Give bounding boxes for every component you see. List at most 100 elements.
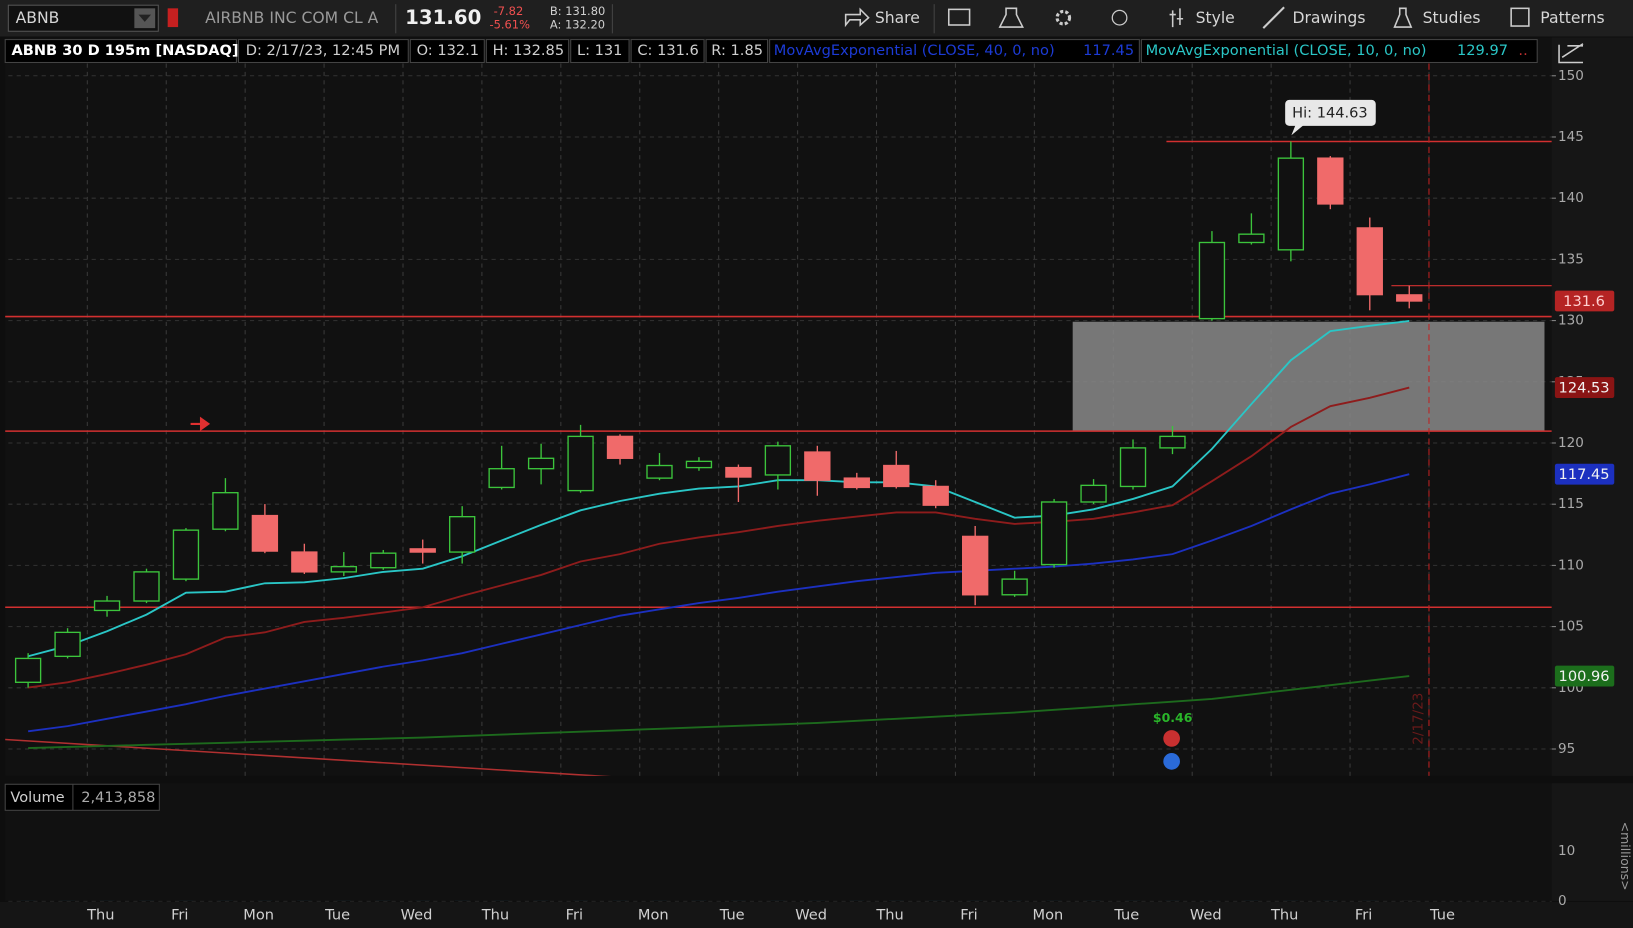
x-tick-label: Thu — [481, 907, 509, 924]
study-fast: MovAvgExponential (CLOSE, 10, 0, no) — [1146, 42, 1427, 59]
volume-header — [4, 783, 160, 811]
settings-button[interactable] — [1055, 9, 1072, 26]
candle-body — [527, 457, 555, 470]
candle-body — [685, 460, 713, 469]
button-label: Patterns — [1540, 9, 1604, 27]
x-tick-label: Fri — [566, 907, 583, 924]
high-callout-box — [1285, 99, 1376, 126]
share-icon — [844, 7, 870, 28]
candle-body — [370, 552, 397, 569]
event-icon — [1163, 753, 1180, 770]
header-cell — [4, 39, 237, 64]
volume-value: 2,413,858 — [81, 789, 155, 806]
candle-body — [804, 451, 831, 481]
change-pct: -5.61% — [489, 17, 530, 31]
share-button[interactable]: Share — [844, 7, 920, 28]
more-indicator: .. — [1518, 42, 1527, 59]
candle-body — [291, 551, 318, 573]
candle-body — [1198, 241, 1226, 320]
last-price: 131.60 — [405, 6, 481, 29]
bar-low: L: 131 — [577, 42, 622, 59]
symbol: ABNB — [16, 9, 60, 27]
header-cell — [409, 39, 485, 64]
dividend-label: $0.46 — [1153, 710, 1193, 725]
x-tick-label: Thu — [875, 907, 903, 924]
button-label: Studies — [1423, 9, 1481, 27]
bar-close: C: 131.6 — [637, 42, 698, 59]
candle-body — [1356, 227, 1383, 296]
y-tick-label: 135 — [1558, 251, 1584, 267]
button-label: Drawings — [1292, 9, 1365, 27]
candle-body — [14, 657, 42, 683]
flask-button[interactable] — [998, 7, 1024, 28]
x-tick-label: Thu — [86, 907, 114, 924]
candle-body — [725, 466, 752, 478]
studies-button[interactable]: Studies — [1393, 7, 1481, 28]
candle-body — [1080, 484, 1107, 503]
drawings-icon — [1262, 6, 1285, 29]
price-tag — [1554, 377, 1615, 398]
symbol-box[interactable] — [7, 4, 159, 32]
candle-body — [54, 631, 81, 658]
y-tick-label: 115 — [1558, 496, 1584, 512]
candle-body — [212, 492, 239, 530]
x-tick-label: Tue — [324, 907, 350, 924]
candle-body — [567, 435, 594, 492]
volume-panel — [5, 783, 1552, 901]
patterns-button[interactable]: Patterns — [1510, 7, 1605, 27]
header-cell — [1140, 39, 1538, 64]
price-tag — [1554, 290, 1615, 312]
study-slow-value: 117.45 — [1083, 42, 1134, 59]
layout-button[interactable] — [947, 8, 971, 26]
bar-open: O: 132.1 — [417, 42, 479, 59]
header-cell — [705, 39, 769, 64]
x-tick-label: Mon — [243, 907, 274, 924]
x-tick-label: Fri — [1355, 907, 1372, 924]
moving-average — [27, 320, 1410, 658]
y-tick-label: 120 — [1558, 435, 1584, 451]
candle-body — [1001, 578, 1028, 596]
volume-title: Volume — [10, 789, 64, 806]
plot-area: 2/17/23 Hi: 144.63 $0.46 — [5, 63, 1552, 776]
price-tag-label: 100.96 — [1559, 668, 1610, 685]
x-tick-label: Tue — [719, 907, 745, 924]
drawings-button[interactable]: Drawings — [1262, 6, 1365, 29]
candle-body — [883, 464, 910, 488]
candle-body — [1119, 447, 1147, 488]
style-icon — [1169, 8, 1184, 28]
y-tick-label: 105 — [1558, 619, 1584, 635]
study-slow: MovAvgExponential (CLOSE, 40, 0, no) — [774, 42, 1055, 59]
earnings-icon — [1163, 730, 1180, 747]
supply-zone — [1072, 321, 1545, 432]
price-tag — [1554, 665, 1615, 687]
volume-tick-label: 10 — [1558, 843, 1575, 859]
clock-button[interactable] — [1111, 9, 1128, 26]
dropdown-arrow — [138, 14, 152, 22]
candle-body — [922, 485, 949, 506]
chart-tools-icon[interactable] — [1558, 43, 1584, 64]
candle-body — [409, 548, 436, 553]
candle-body — [172, 529, 200, 580]
header-row: ABNB 30 D 195m [NASDAQ] D: 2/17/23, 12:4… — [4, 39, 1538, 64]
arrow — [190, 416, 211, 432]
candle-body — [606, 435, 634, 459]
candle-body — [93, 600, 121, 612]
style-button[interactable]: Style — [1169, 8, 1235, 28]
candle-body — [1317, 157, 1344, 205]
company: AIRBNB INC COM CL A — [205, 9, 378, 27]
alert-flag[interactable] — [167, 8, 179, 28]
volume-unit: <millions> — [1618, 822, 1633, 891]
candle-body — [330, 565, 357, 573]
price-tag-label: 124.53 — [1559, 380, 1610, 397]
volume-tick-label: 0 — [1558, 893, 1567, 909]
y-tick-label: 150 — [1558, 68, 1584, 84]
time-axis — [0, 901, 1633, 928]
candle-body — [646, 464, 673, 479]
candle-body — [133, 571, 160, 602]
x-tick-label: Wed — [795, 907, 827, 924]
ask: A: 132.20 — [550, 17, 605, 31]
price-tag-label: 131.6 — [1563, 293, 1605, 310]
candle-body — [1159, 435, 1186, 449]
